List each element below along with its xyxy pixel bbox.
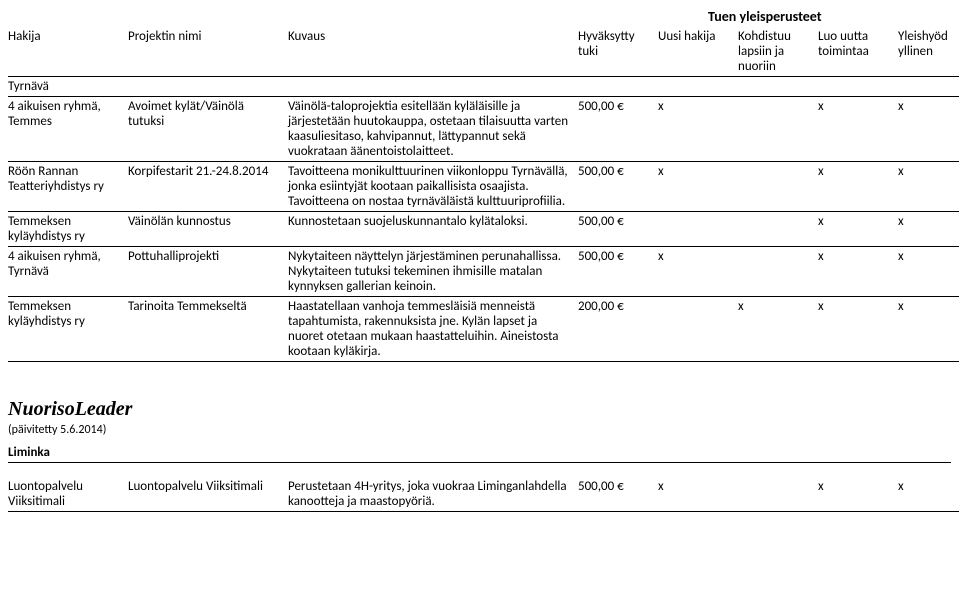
table-row: Temmeksen kyläyhdistys ry Väinölän kunno… xyxy=(8,212,959,247)
cell-uusi xyxy=(658,212,738,247)
cell-uusi: x xyxy=(658,477,738,512)
table-header-row: Hakija Projektin nimi Kuvaus Hyväksytty … xyxy=(8,27,959,77)
cell-kuvaus: Nykytaiteen näyttelyn järjestäminen peru… xyxy=(288,247,578,297)
cell-hakija: Luontopalvelu Viiksitimali xyxy=(8,477,128,512)
cell-hakija: Temmeksen kyläyhdistys ry xyxy=(8,297,128,362)
cell-kuvaus: Perustetaan 4H-yritys, joka vuokraa Limi… xyxy=(288,477,578,512)
col-hakija: Hakija xyxy=(8,27,128,77)
cell-uusi: x xyxy=(658,247,738,297)
cell-proj: Väinölän kunnostus xyxy=(128,212,288,247)
cell-tuki: 500,00 € xyxy=(578,212,658,247)
cell-uutta: x xyxy=(818,297,898,362)
cell-tuki: 200,00 € xyxy=(578,297,658,362)
cell-proj: Korpifestarit 21.-24.8.2014 xyxy=(128,162,288,212)
section-nuorisoleader-sub: (päivitetty 5.6.2014) xyxy=(8,423,951,437)
cell-lapset xyxy=(738,247,818,297)
table-row: Röön Rannan Teatteriyhdistys ry Korpifes… xyxy=(8,162,959,212)
cell-lapset xyxy=(738,97,818,162)
col-projektin-nimi: Projektin nimi xyxy=(128,27,288,77)
col-kohdistuu-lapsiin: Kohdistuu lapsiin ja nuoriin xyxy=(738,27,818,77)
cell-kuvaus: Haastatellaan vanhoja temmesläisiä menne… xyxy=(288,297,578,362)
cell-hakija: 4 aikuisen ryhmä, Tyrnävä xyxy=(8,247,128,297)
cell-proj: Luontopalvelu Viiksitimali xyxy=(128,477,288,512)
cell-yleis: x xyxy=(898,297,959,362)
cell-proj: Avoimet kylät/Väinölä tutuksi xyxy=(128,97,288,162)
cell-uusi: x xyxy=(658,97,738,162)
cell-yleis: x xyxy=(898,212,959,247)
cell-uutta: x xyxy=(818,97,898,162)
cell-kuvaus: Tavoitteena monikulttuurinen viikonloppu… xyxy=(288,162,578,212)
cell-tuki: 500,00 € xyxy=(578,247,658,297)
section-label: Tyrnävä xyxy=(8,77,959,97)
cell-hakija: Temmeksen kyläyhdistys ry xyxy=(8,212,128,247)
cell-tuki: 500,00 € xyxy=(578,477,658,512)
col-uusi-hakija: Uusi hakija xyxy=(658,27,738,77)
col-hyvaksytty-tuki: Hyväksytty tuki xyxy=(578,27,658,77)
cell-proj: Pottuhalliprojekti xyxy=(128,247,288,297)
cell-lapset: x xyxy=(738,297,818,362)
cell-hakija: Röön Rannan Teatteriyhdistys ry xyxy=(8,162,128,212)
col-kuvaus: Kuvaus xyxy=(288,27,578,77)
col-yleishyodyllinen: Yleishyöd yllinen xyxy=(898,27,959,77)
table-row: Luontopalvelu Viiksitimali Luontopalvelu… xyxy=(8,477,959,512)
page-title: Tuen yleisperusteet xyxy=(708,8,951,25)
grants-table: Hakija Projektin nimi Kuvaus Hyväksytty … xyxy=(8,27,959,362)
cell-yleis: x xyxy=(898,162,959,212)
grants-table-liminka: Luontopalvelu Viiksitimali Luontopalvelu… xyxy=(8,477,959,512)
section-liminka-label: Liminka xyxy=(8,445,951,463)
table-row: Temmeksen kyläyhdistys ry Tarinoita Temm… xyxy=(8,297,959,362)
cell-uutta: x xyxy=(818,162,898,212)
section-row-tyrnava: Tyrnävä xyxy=(8,77,959,97)
cell-tuki: 500,00 € xyxy=(578,162,658,212)
cell-lapset xyxy=(738,477,818,512)
cell-lapset xyxy=(738,212,818,247)
cell-kuvaus: Väinölä-taloprojektia esitellään kyläläi… xyxy=(288,97,578,162)
table-row: 4 aikuisen ryhmä, Temmes Avoimet kylät/V… xyxy=(8,97,959,162)
cell-yleis: x xyxy=(898,247,959,297)
cell-yleis: x xyxy=(898,97,959,162)
cell-yleis: x xyxy=(898,477,959,512)
cell-hakija: 4 aikuisen ryhmä, Temmes xyxy=(8,97,128,162)
cell-uutta: x xyxy=(818,212,898,247)
cell-uusi xyxy=(658,297,738,362)
cell-uutta: x xyxy=(818,247,898,297)
cell-kuvaus: Kunnostetaan suojeluskunnantalo kylätalo… xyxy=(288,212,578,247)
cell-tuki: 500,00 € xyxy=(578,97,658,162)
cell-lapset xyxy=(738,162,818,212)
cell-uutta: x xyxy=(818,477,898,512)
section-nuorisoleader-title: NuorisoLeader xyxy=(8,398,951,421)
col-luo-uutta: Luo uutta toimintaa xyxy=(818,27,898,77)
table-row: 4 aikuisen ryhmä, Tyrnävä Pottuhalliproj… xyxy=(8,247,959,297)
cell-uusi: x xyxy=(658,162,738,212)
cell-proj: Tarinoita Temmekseltä xyxy=(128,297,288,362)
